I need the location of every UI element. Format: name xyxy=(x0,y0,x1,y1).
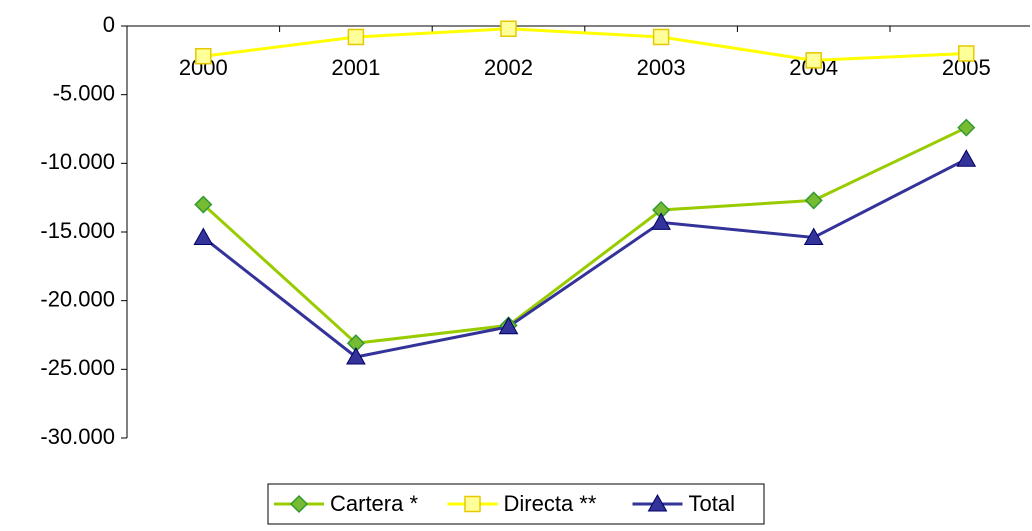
y-tick-label: 0 xyxy=(103,12,115,37)
x-tick-label: 2002 xyxy=(484,55,533,80)
marker xyxy=(289,494,309,514)
y-tick-label: -15.000 xyxy=(40,218,115,243)
marker xyxy=(957,118,976,137)
marker xyxy=(958,45,975,62)
marker xyxy=(651,212,671,230)
marker xyxy=(193,227,214,245)
marker xyxy=(498,316,519,335)
marker xyxy=(194,195,213,214)
marker xyxy=(347,28,365,46)
marker xyxy=(195,47,212,65)
marker xyxy=(956,149,977,167)
series-line xyxy=(202,126,967,345)
y-tick-label: -25.000 xyxy=(40,355,115,380)
y-tick-label: -10.000 xyxy=(40,149,115,174)
x-tick-label: 2001 xyxy=(331,55,380,80)
y-tick-label: -5.000 xyxy=(53,80,115,105)
legend-label: Cartera * xyxy=(330,491,418,516)
x-tick-label: 2003 xyxy=(637,55,686,80)
y-tick-label: -30.000 xyxy=(40,424,115,449)
marker xyxy=(803,227,824,245)
marker xyxy=(804,191,823,210)
marker xyxy=(464,495,481,513)
legend-box xyxy=(267,483,765,525)
marker xyxy=(500,20,517,37)
legend: Cartera * Directa ** Total xyxy=(267,483,765,525)
y-tick-label: -20.000 xyxy=(40,286,115,311)
marker xyxy=(652,28,670,46)
marker xyxy=(346,346,366,365)
legend-label: Total xyxy=(689,491,735,516)
legend-label: Directa ** xyxy=(504,491,597,516)
series-line xyxy=(203,27,967,62)
marker xyxy=(805,52,822,69)
marker xyxy=(647,493,668,512)
series-line xyxy=(202,157,967,359)
